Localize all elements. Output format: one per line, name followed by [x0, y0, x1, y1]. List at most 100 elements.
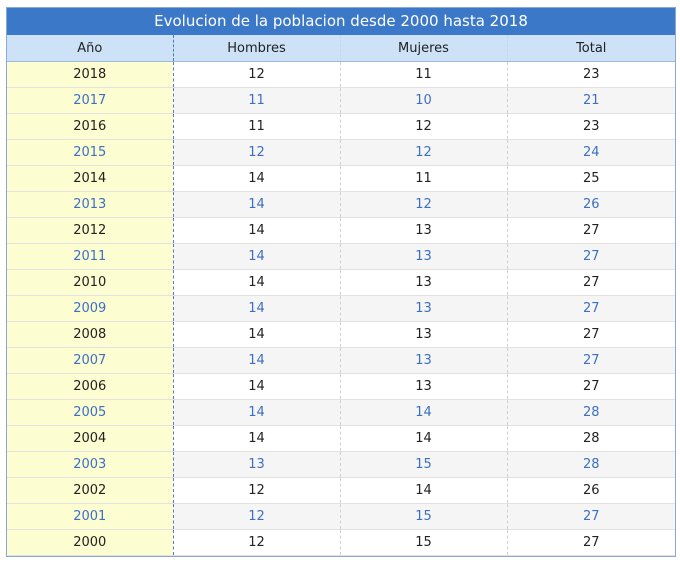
year-cell: 2001 [7, 503, 174, 530]
table-row: 2007 14 13 27 [7, 347, 675, 374]
women-cell: 13 [339, 321, 507, 348]
women-cell: 11 [339, 165, 507, 192]
table-row: 2017 11 10 21 [7, 87, 675, 114]
table-row: 2006 14 13 27 [7, 373, 675, 400]
total-cell: 27 [506, 269, 675, 296]
men-cell: 12 [172, 529, 340, 556]
total-cell: 27 [506, 243, 675, 270]
women-cell: 12 [339, 191, 507, 218]
table-row: 2014 14 11 25 [7, 165, 675, 192]
men-cell: 14 [172, 243, 340, 270]
men-cell: 14 [172, 347, 340, 374]
year-cell: 2009 [7, 295, 174, 322]
women-cell: 12 [339, 113, 507, 140]
men-cell: 14 [172, 425, 340, 452]
total-cell: 26 [506, 477, 675, 504]
men-cell: 12 [172, 503, 340, 530]
year-cell: 2013 [7, 191, 174, 218]
year-cell: 2002 [7, 477, 174, 504]
total-cell: 28 [506, 451, 675, 478]
men-cell: 12 [172, 61, 340, 88]
table-row: 2003 13 15 28 [7, 451, 675, 478]
year-cell: 2018 [7, 61, 174, 88]
table-row: 2009 14 13 27 [7, 295, 675, 322]
year-cell: 2000 [7, 529, 174, 556]
men-cell: 14 [172, 373, 340, 400]
table-body: 2018 12 11 23 2017 11 10 21 2016 11 12 23 2015 12 12 24… [7, 61, 675, 556]
table-header-row: Año Hombres Mujeres Total [7, 35, 675, 62]
table-row: 2000 12 15 27 [7, 529, 675, 556]
women-cell: 10 [339, 87, 507, 114]
population-table-panel: Evolucion de la poblacion desde 2000 has… [6, 7, 676, 557]
total-cell: 27 [506, 321, 675, 348]
men-cell: 11 [172, 113, 340, 140]
year-cell: 2015 [7, 139, 174, 166]
table-row: 2008 14 13 27 [7, 321, 675, 348]
total-cell: 27 [506, 503, 675, 530]
men-cell: 14 [172, 191, 340, 218]
total-cell: 24 [506, 139, 675, 166]
total-cell: 23 [506, 113, 675, 140]
column-header-year[interactable]: Año [7, 35, 174, 62]
women-cell: 14 [339, 477, 507, 504]
table-row: 2005 14 14 28 [7, 399, 675, 426]
year-cell: 2017 [7, 87, 174, 114]
men-cell: 14 [172, 269, 340, 296]
men-cell: 14 [172, 295, 340, 322]
total-cell: 23 [506, 61, 675, 88]
year-cell: 2012 [7, 217, 174, 244]
women-cell: 13 [339, 217, 507, 244]
women-cell: 11 [339, 61, 507, 88]
year-cell: 2006 [7, 373, 174, 400]
men-cell: 14 [172, 217, 340, 244]
year-cell: 2008 [7, 321, 174, 348]
women-cell: 13 [339, 269, 507, 296]
women-cell: 14 [339, 399, 507, 426]
table-row: 2018 12 11 23 [7, 61, 675, 88]
men-cell: 14 [172, 399, 340, 426]
table-row: 2004 14 14 28 [7, 425, 675, 452]
year-cell: 2010 [7, 269, 174, 296]
table-row: 2012 14 13 27 [7, 217, 675, 244]
table-row: 2016 11 12 23 [7, 113, 675, 140]
women-cell: 12 [339, 139, 507, 166]
year-cell: 2011 [7, 243, 174, 270]
women-cell: 13 [339, 373, 507, 400]
year-cell: 2005 [7, 399, 174, 426]
table-title: Evolucion de la poblacion desde 2000 has… [7, 8, 675, 35]
year-cell: 2004 [7, 425, 174, 452]
women-cell: 15 [339, 529, 507, 556]
women-cell: 13 [339, 243, 507, 270]
women-cell: 14 [339, 425, 507, 452]
table-row: 2011 14 13 27 [7, 243, 675, 270]
table-row: 2002 12 14 26 [7, 477, 675, 504]
women-cell: 15 [339, 503, 507, 530]
men-cell: 11 [172, 87, 340, 114]
total-cell: 28 [506, 399, 675, 426]
column-header-women[interactable]: Mujeres [339, 35, 507, 62]
men-cell: 12 [172, 477, 340, 504]
total-cell: 26 [506, 191, 675, 218]
men-cell: 14 [172, 321, 340, 348]
total-cell: 27 [506, 347, 675, 374]
men-cell: 12 [172, 139, 340, 166]
men-cell: 14 [172, 165, 340, 192]
table-row: 2013 14 12 26 [7, 191, 675, 218]
table-row: 2001 12 15 27 [7, 503, 675, 530]
table-row: 2010 14 13 27 [7, 269, 675, 296]
women-cell: 15 [339, 451, 507, 478]
men-cell: 13 [172, 451, 340, 478]
total-cell: 27 [506, 373, 675, 400]
total-cell: 27 [506, 295, 675, 322]
year-cell: 2007 [7, 347, 174, 374]
population-table: Año Hombres Mujeres Total 2018 12 11 23 2017… [7, 35, 675, 556]
year-cell: 2003 [7, 451, 174, 478]
total-cell: 21 [506, 87, 675, 114]
women-cell: 13 [339, 347, 507, 374]
total-cell: 28 [506, 425, 675, 452]
column-header-total[interactable]: Total [506, 35, 675, 62]
year-cell: 2016 [7, 113, 174, 140]
column-header-men[interactable]: Hombres [172, 35, 340, 62]
total-cell: 27 [506, 217, 675, 244]
year-cell: 2014 [7, 165, 174, 192]
